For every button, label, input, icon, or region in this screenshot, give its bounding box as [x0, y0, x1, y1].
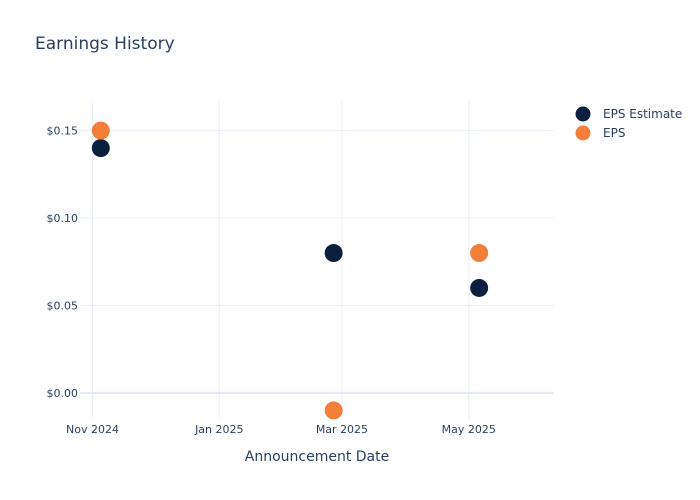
- legend-item-eps[interactable]: EPS: [575, 125, 626, 141]
- x-axis-title: Announcement Date: [245, 449, 389, 465]
- legend-marker: [575, 125, 591, 141]
- legend-label: EPS Estimate: [603, 107, 682, 121]
- x-tick-label: Nov 2024: [66, 423, 119, 436]
- eps-point[interactable]: [470, 244, 489, 263]
- eps-point[interactable]: [324, 401, 343, 420]
- y-tick-label: $0.05: [47, 299, 79, 312]
- y-tick-label: $0.00: [47, 387, 79, 400]
- legend-item-eps-estimate[interactable]: EPS Estimate: [575, 106, 683, 122]
- legend-label: EPS: [603, 126, 625, 140]
- legend[interactable]: EPS Estimate EPS: [575, 106, 683, 141]
- points-layer: [91, 121, 489, 420]
- grid-layer: [80, 100, 554, 420]
- y-tick-label: $0.15: [47, 125, 79, 138]
- legend-marker: [575, 106, 591, 122]
- chart-title: Earnings History: [35, 34, 175, 54]
- x-tick-label: Jan 2025: [194, 423, 243, 436]
- eps-estimate-point[interactable]: [91, 139, 110, 158]
- eps-estimate-point[interactable]: [324, 244, 343, 263]
- x-tick-label: May 2025: [442, 423, 496, 436]
- axis-layer: Nov 2024 Jan 2025 Mar 2025 May 2025 $0.00 $0.…: [47, 125, 496, 436]
- eps-point[interactable]: [91, 121, 110, 140]
- eps-estimate-point[interactable]: [470, 278, 489, 297]
- x-tick-label: Mar 2025: [316, 423, 368, 436]
- y-tick-label: $0.10: [47, 212, 79, 225]
